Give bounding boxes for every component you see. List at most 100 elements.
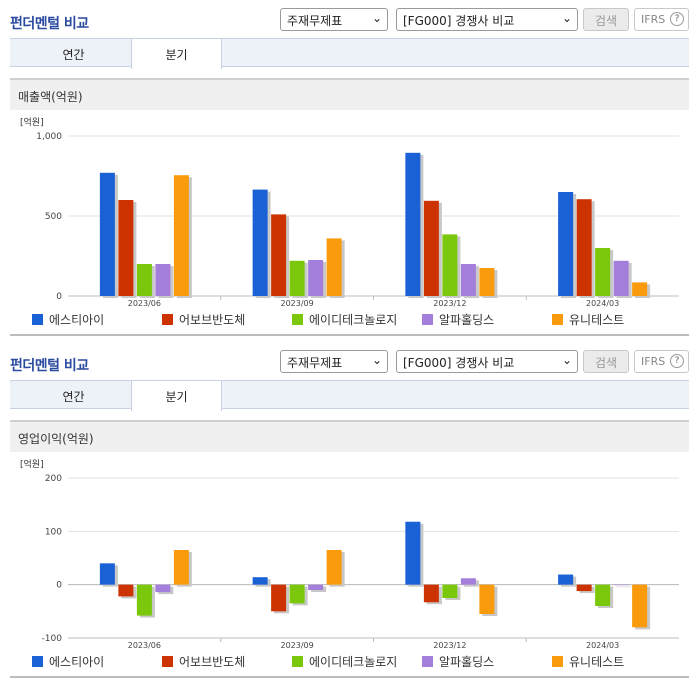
divider bbox=[10, 334, 689, 336]
ifrs-label: IFRS bbox=[641, 13, 666, 26]
period-tabs: 연간 분기 bbox=[10, 380, 689, 411]
bar bbox=[479, 268, 495, 296]
revenue-bar-chart: [억원] 0 500 1,000 2023/06 2023/09 2023/12 2024/0… bbox=[20, 116, 679, 308]
legend-swatch bbox=[552, 314, 563, 325]
tab-annual[interactable]: 연간 bbox=[62, 48, 85, 62]
panel-header: 펀더멘털 비교 주재무제표 ⌄ [FG000] 경쟁사 비교 ⌄ 검색 IFRS… bbox=[0, 342, 696, 380]
bar bbox=[613, 260, 629, 296]
tab-quarterly[interactable]: 분기 bbox=[131, 381, 222, 411]
legend-item[interactable]: 알파홀딩스 bbox=[422, 653, 494, 670]
y-tick-label: 500 bbox=[45, 212, 62, 222]
legend-item[interactable]: 어보브반도체 bbox=[162, 653, 245, 670]
legend-label: 알파홀딩스 bbox=[439, 313, 495, 327]
search-button[interactable]: 검색 bbox=[583, 8, 629, 31]
statement-select-value: 주재무제표 bbox=[287, 356, 343, 370]
bar bbox=[423, 584, 439, 603]
compare-select-value: [FG000] 경쟁사 비교 bbox=[403, 14, 515, 28]
bar bbox=[289, 584, 305, 604]
legend-swatch bbox=[32, 314, 43, 325]
x-tick-label: 2023/09 bbox=[281, 641, 314, 650]
ifrs-label: IFRS bbox=[641, 355, 666, 368]
legend-label: 에스티아이 bbox=[49, 313, 105, 327]
legend-label: 에이디테크놀로지 bbox=[309, 655, 398, 669]
bar bbox=[289, 260, 305, 296]
bar bbox=[442, 234, 458, 296]
bar bbox=[558, 574, 574, 585]
bar bbox=[155, 584, 171, 593]
bar bbox=[252, 189, 268, 296]
fundamental-panel-operating-income: 펀더멘털 비교 주재무제표 ⌄ [FG000] 경쟁사 비교 ⌄ 검색 IFRS… bbox=[0, 342, 696, 678]
legend-swatch bbox=[292, 314, 303, 325]
x-tick-label: 2023/12 bbox=[433, 641, 466, 650]
unit-label: [억원] bbox=[20, 458, 44, 470]
bar bbox=[405, 521, 421, 585]
legend-item[interactable]: 알파홀딩스 bbox=[422, 311, 494, 328]
x-tick-label: 2023/06 bbox=[128, 641, 161, 650]
chevron-down-icon: ⌄ bbox=[561, 353, 572, 367]
ifrs-button[interactable]: IFRS ? bbox=[634, 350, 689, 373]
chevron-down-icon: ⌄ bbox=[371, 11, 382, 25]
compare-select[interactable]: [FG000] 경쟁사 비교 ⌄ bbox=[396, 8, 578, 31]
bar bbox=[271, 214, 287, 296]
y-tick-label: 100 bbox=[45, 527, 62, 537]
bar bbox=[632, 282, 648, 296]
legend-item[interactable]: 어보브반도체 bbox=[162, 311, 245, 328]
bar-shadow bbox=[616, 586, 632, 588]
chevron-down-icon: ⌄ bbox=[561, 11, 572, 25]
period-tabs: 연간 분기 bbox=[10, 38, 689, 69]
statement-select[interactable]: 주재무제표 ⌄ bbox=[280, 8, 388, 31]
legend-item[interactable]: 에스티아이 bbox=[32, 311, 104, 328]
legend-item[interactable]: 유니테스트 bbox=[552, 311, 624, 328]
legend-item[interactable]: 에스티아이 bbox=[32, 653, 104, 670]
bar bbox=[308, 584, 324, 590]
legend-swatch bbox=[162, 656, 173, 667]
legend-label: 유니테스트 bbox=[569, 313, 625, 327]
section-title: 매출액(억원) bbox=[10, 78, 689, 110]
y-tick-label: -100 bbox=[42, 634, 63, 644]
bar bbox=[595, 584, 611, 606]
ifrs-button[interactable]: IFRS ? bbox=[634, 8, 689, 31]
section-title: 영업이익(억원) bbox=[10, 420, 689, 452]
bar bbox=[326, 238, 342, 296]
tab-quarterly[interactable]: 분기 bbox=[131, 39, 222, 69]
legend-swatch bbox=[162, 314, 173, 325]
legend-label: 유니테스트 bbox=[569, 655, 625, 669]
help-icon[interactable]: ? bbox=[670, 12, 684, 26]
tab-annual[interactable]: 연간 bbox=[62, 390, 85, 404]
legend-item[interactable]: 유니테스트 bbox=[552, 653, 624, 670]
legend-swatch bbox=[552, 656, 563, 667]
legend-label: 어보브반도체 bbox=[179, 313, 246, 327]
bar bbox=[558, 192, 574, 296]
legend-swatch bbox=[292, 656, 303, 667]
statement-select[interactable]: 주재무제표 ⌄ bbox=[280, 350, 388, 373]
search-button[interactable]: 검색 bbox=[583, 350, 629, 373]
help-icon[interactable]: ? bbox=[670, 354, 684, 368]
x-tick-label: 2024/03 bbox=[586, 641, 619, 650]
y-tick-label: 0 bbox=[56, 581, 62, 591]
bar bbox=[423, 200, 439, 296]
bar bbox=[326, 550, 342, 585]
bar bbox=[118, 584, 134, 597]
bar bbox=[576, 199, 592, 296]
bar bbox=[576, 584, 592, 592]
legend-swatch bbox=[32, 656, 43, 667]
x-tick-label: 2023/09 bbox=[281, 299, 314, 308]
x-tick-label: 2023/12 bbox=[433, 299, 466, 308]
bar bbox=[136, 264, 152, 296]
statement-select-value: 주재무제표 bbox=[287, 14, 343, 28]
legend-item[interactable]: 에이디테크놀로지 bbox=[292, 653, 397, 670]
bar bbox=[99, 172, 115, 296]
bar bbox=[442, 584, 458, 598]
legend-item[interactable]: 에이디테크놀로지 bbox=[292, 311, 397, 328]
chevron-down-icon: ⌄ bbox=[371, 353, 382, 367]
operating-income-bar-chart: [억원] -100 0 100 200 2023/06 2023/09 2023/12 2024… bbox=[20, 458, 679, 650]
bar bbox=[405, 152, 421, 296]
compare-select[interactable]: [FG000] 경쟁사 비교 ⌄ bbox=[396, 350, 578, 373]
bar bbox=[460, 264, 476, 296]
bar bbox=[173, 550, 189, 585]
chart-legend: 에스티아이 어보브반도체 에이디테크놀로지 알파홀딩스 유니테스트 bbox=[0, 311, 696, 331]
legend-label: 알파홀딩스 bbox=[439, 655, 495, 669]
legend-label: 에스티아이 bbox=[49, 655, 105, 669]
bar bbox=[155, 264, 171, 296]
y-tick-label: 0 bbox=[56, 292, 62, 302]
